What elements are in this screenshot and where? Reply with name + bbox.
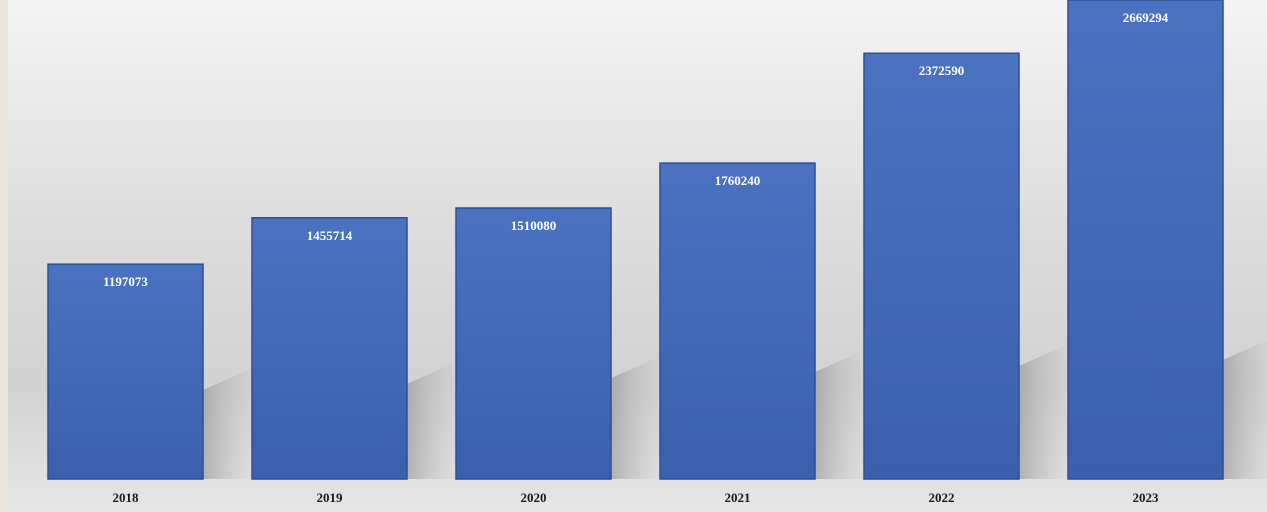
x-tick-label-2021: 2021 <box>725 490 751 505</box>
bar-shadow-2020 <box>611 358 661 479</box>
data-label-2019: 1455714 <box>307 228 353 243</box>
value-labels: 1197073 1455714 1510080 1760240 2372590 26692… <box>103 10 1169 289</box>
x-tick-label-2023: 2023 <box>1133 490 1160 505</box>
bar-2019 <box>251 217 408 480</box>
bar-shadow-2019 <box>407 364 457 479</box>
bar-2018 <box>47 263 204 480</box>
bar-shadow-2023 <box>1223 340 1267 479</box>
category-labels: 2018 2019 2020 2021 2022 2023 <box>113 490 1160 505</box>
x-tick-label-2018: 2018 <box>113 490 140 505</box>
x-tick-label-2020: 2020 <box>521 490 547 505</box>
data-label-2022: 2372590 <box>919 63 965 78</box>
data-label-2018: 1197073 <box>103 274 148 289</box>
data-label-2021: 1760240 <box>715 173 761 188</box>
data-label-2020: 1510080 <box>511 218 557 233</box>
x-tick-label-2019: 2019 <box>317 490 344 505</box>
data-label-2023: 2669294 <box>1123 10 1169 25</box>
bar-2020 <box>455 207 612 480</box>
bar-shadow-2022 <box>1019 346 1069 479</box>
x-tick-label-2022: 2022 <box>929 490 955 505</box>
bars <box>47 0 1224 480</box>
bar-2022 <box>863 52 1020 480</box>
bar-2023 <box>1067 0 1224 480</box>
bar-shadows <box>203 340 1267 479</box>
bar-shadow-2018 <box>203 370 253 479</box>
bar-shadow-2021 <box>815 352 865 479</box>
bar-2021 <box>659 162 816 480</box>
